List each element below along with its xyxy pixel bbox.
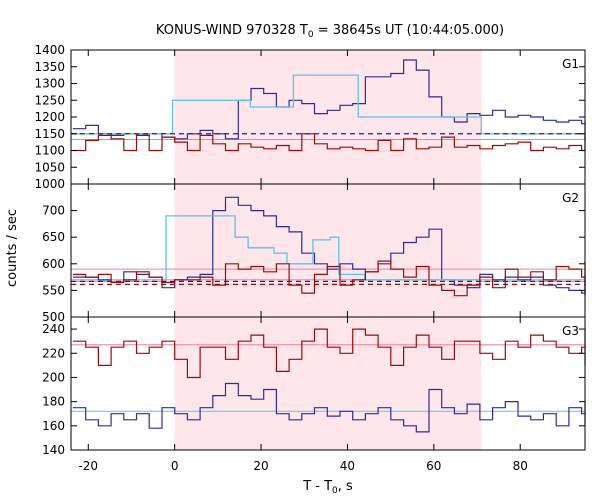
y-tick-label-g1: 1200 [34, 110, 65, 124]
y-tick-label-g2: 500 [42, 310, 65, 324]
y-tick-label-g2: 700 [42, 204, 65, 218]
y-tick-label-g1: 1350 [34, 60, 65, 74]
panel-label-g1: G1 [562, 57, 579, 71]
y-tick-label-g1: 1050 [34, 160, 65, 174]
y-tick-label-g2: 650 [42, 230, 65, 244]
y-tick-label-g3: 220 [42, 346, 65, 360]
y-tick-label-g3: 180 [42, 395, 65, 409]
y-axis-label: counts / sec [5, 209, 20, 287]
x-axis-label-main: T - T [302, 479, 332, 494]
y-tick-label-g2: 600 [42, 257, 65, 271]
tick-layer: 100010501100115012001250130013501400G150… [34, 43, 585, 473]
x-tick-label: 20 [253, 459, 268, 473]
chart-title-main: KONUS-WIND 970328 T [156, 23, 308, 38]
y-tick-label-g3: 140 [42, 443, 65, 457]
y-tick-label-g1: 1150 [34, 127, 65, 141]
x-tick-label: 80 [513, 459, 528, 473]
chart-title-rest: = 38645s UT (10:44:05.000) [314, 23, 504, 38]
y-tick-label-g1: 1300 [34, 77, 65, 91]
y-tick-label-g1: 1250 [34, 93, 65, 107]
chart-title: KONUS-WIND 970328 T0 = 38645s UT (10:44:… [156, 23, 504, 40]
panel-frame-g3 [70, 316, 586, 451]
y-tick-label-g3: 240 [42, 322, 65, 336]
x-tick-label: -20 [78, 459, 98, 473]
x-axis-label-subscript: 0 [332, 486, 338, 496]
x-tick-label: 40 [340, 459, 355, 473]
x-axis-label-rest: , s [338, 479, 353, 494]
highlight-band-g2 [174, 184, 482, 317]
series-binned-g1 [72, 74, 585, 135]
panel-label-g3: G3 [562, 324, 579, 338]
x-tick-label: 60 [426, 459, 441, 473]
y-tick-label-g2: 550 [42, 283, 65, 297]
y-tick-label-g3: 200 [42, 370, 65, 384]
chart-title-subscript: 0 [308, 30, 314, 40]
highlight-band-g3 [174, 317, 482, 450]
y-tick-label-g1: 1100 [34, 144, 65, 158]
panel-label-g2: G2 [562, 191, 579, 205]
y-tick-label-g1: 1000 [34, 177, 65, 191]
y-tick-label-g1: 1400 [34, 43, 65, 57]
x-axis-label: T - T0, s [302, 479, 353, 496]
x-tick-label: 0 [171, 459, 179, 473]
y-tick-label-g3: 160 [42, 419, 65, 433]
